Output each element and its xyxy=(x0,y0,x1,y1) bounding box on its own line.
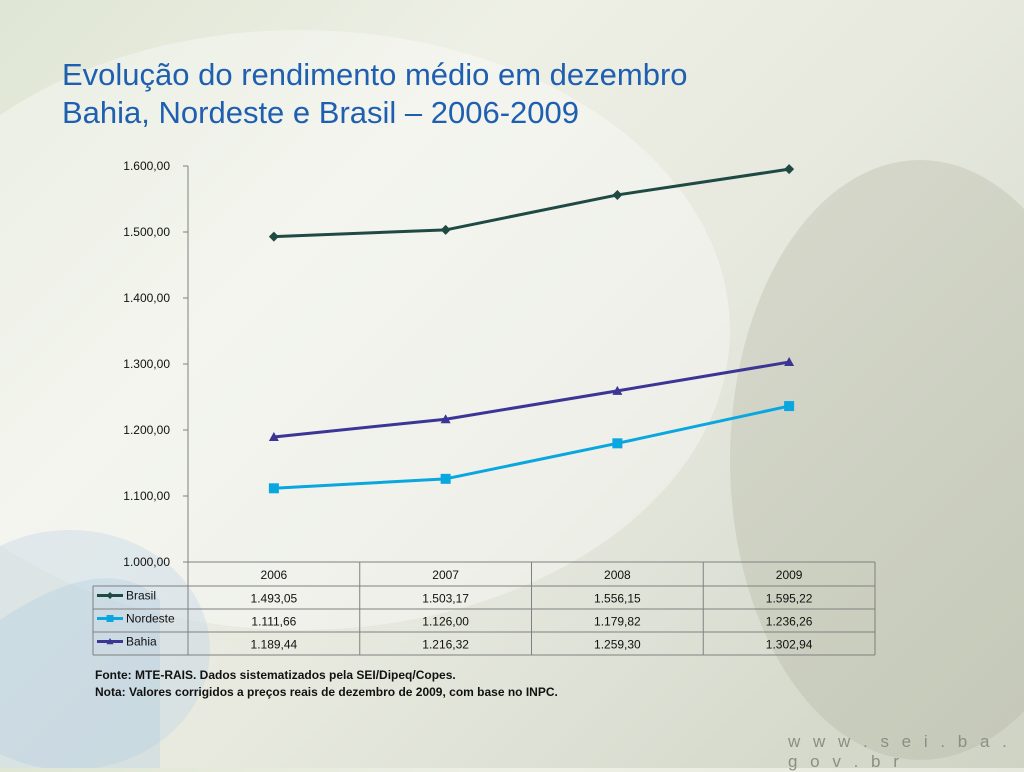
table-value-cell: 1.556,15 xyxy=(594,592,641,606)
chart-notes: Fonte: MTE-RAIS. Dados sistematizados pe… xyxy=(95,667,795,701)
chart-title-line-1: Evolução do rendimento médio em dezembro xyxy=(62,57,688,92)
series-line-nordeste xyxy=(273,404,790,490)
table-value-cell: 1.216,32 xyxy=(422,638,469,652)
x-tick-label: 2009 xyxy=(776,568,803,582)
data-point xyxy=(440,473,451,484)
table-value-cell: 1.493,05 xyxy=(251,592,298,606)
chart-title: Evolução do rendimento médio em dezembro… xyxy=(62,56,688,132)
data-point xyxy=(784,164,795,175)
legend-label: Brasil xyxy=(126,589,156,603)
legend-label: Nordeste xyxy=(126,612,175,626)
x-tick-label: 2008 xyxy=(604,568,631,582)
series-line-bahia xyxy=(273,360,790,439)
table-value-cell: 1.595,22 xyxy=(766,592,813,606)
table-value-cell: 1.126,00 xyxy=(422,615,469,629)
y-tick-label: 1.000,00 xyxy=(123,555,170,569)
data-point xyxy=(440,414,451,424)
legend-key-marker xyxy=(106,615,114,622)
x-tick-label: 2006 xyxy=(261,568,288,582)
y-tick-label: 1.300,00 xyxy=(123,357,170,371)
data-point xyxy=(784,401,795,412)
table-value-cell: 1.179,82 xyxy=(594,615,641,629)
y-tick-label: 1.200,00 xyxy=(123,423,170,437)
table-value-cell: 1.259,30 xyxy=(594,638,641,652)
data-point xyxy=(612,189,623,200)
data-point xyxy=(440,224,451,235)
table-value-cell: 1.503,17 xyxy=(422,592,469,606)
data-point xyxy=(268,231,279,242)
data-point xyxy=(612,438,623,449)
methodology-note: Nota: Valores corrigidos a preços reais … xyxy=(95,685,558,699)
x-tick-label: 2007 xyxy=(432,568,459,582)
legend-label: Bahia xyxy=(126,635,157,649)
data-point xyxy=(268,431,279,441)
y-tick-label: 1.600,00 xyxy=(123,159,170,173)
site-url: w w w . s e i . b a . g o v . b r xyxy=(788,732,1011,771)
source-note: Fonte: MTE-RAIS. Dados sistematizados pe… xyxy=(95,668,456,682)
chart-title-line-2: Bahia, Nordeste e Brasil – 2006-2009 xyxy=(62,95,579,130)
data-point xyxy=(268,483,279,494)
legend-key-marker xyxy=(106,638,114,645)
series-line-brasil xyxy=(273,167,790,239)
data-point xyxy=(784,357,795,367)
table-value-cell: 1.236,26 xyxy=(766,615,813,629)
table-value-cell: 1.302,94 xyxy=(766,638,813,652)
legend-key-marker xyxy=(106,592,114,599)
table-value-cell: 1.189,44 xyxy=(251,638,298,652)
y-tick-label: 1.100,00 xyxy=(123,489,170,503)
table-value-cell: 1.111,66 xyxy=(251,615,296,629)
y-tick-label: 1.400,00 xyxy=(123,291,170,305)
y-tick-label: 1.500,00 xyxy=(123,225,170,239)
data-point xyxy=(612,385,623,395)
